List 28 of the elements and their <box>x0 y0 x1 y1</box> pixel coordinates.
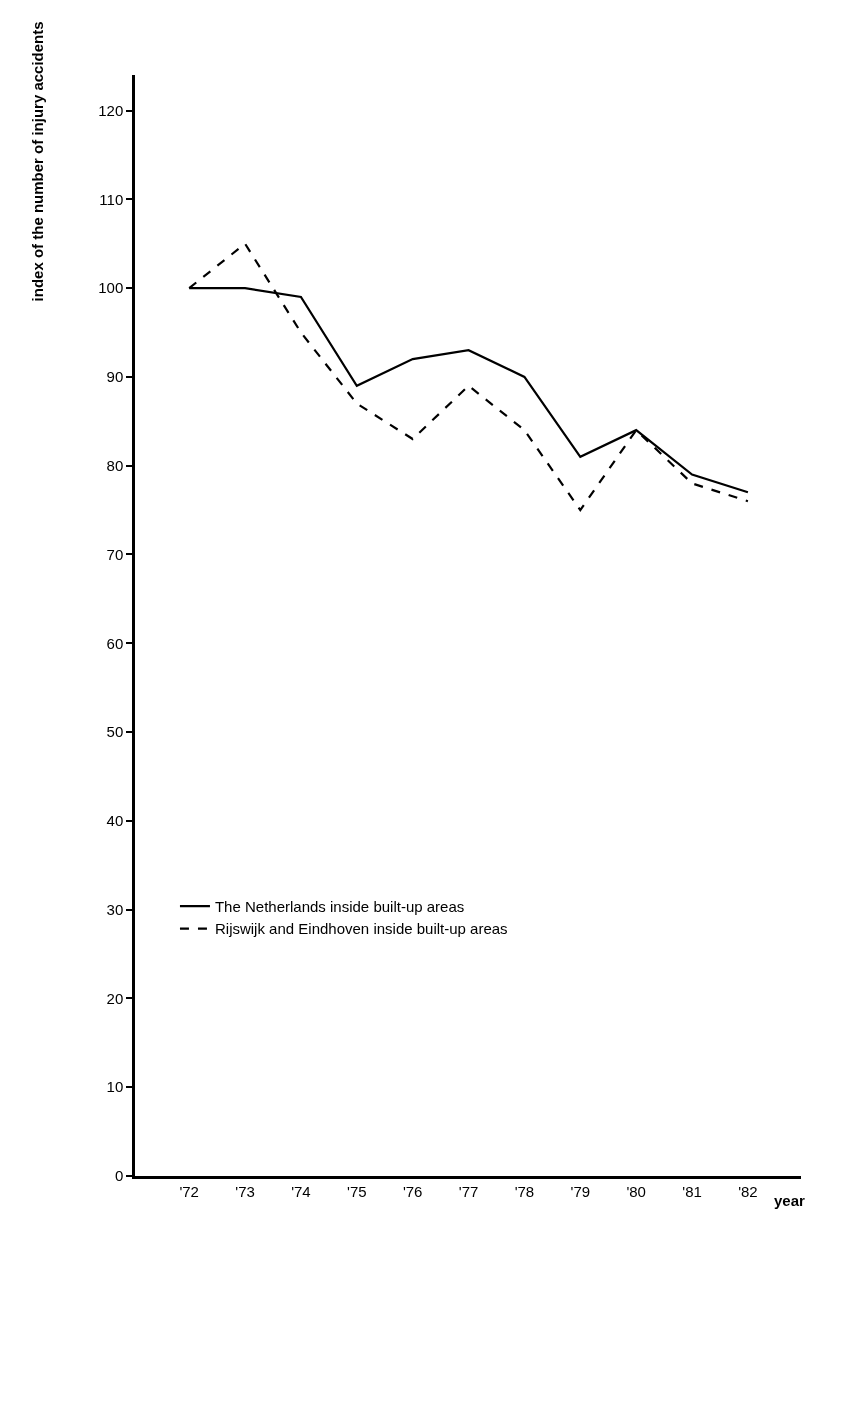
y-tick-label: 20 <box>106 989 124 1007</box>
x-tick-label: '72 <box>179 1182 199 1200</box>
y-tick-label: 60 <box>106 634 124 652</box>
x-tick-label: '80 <box>626 1182 646 1200</box>
y-tick-label: 110 <box>99 190 124 208</box>
y-tick-label: 10 <box>106 1078 124 1096</box>
x-tick-label: '76 <box>402 1182 423 1200</box>
y-tick-label: 40 <box>106 812 124 830</box>
legend-label: Rijswijk and Eindhoven inside built-up areas <box>214 920 508 938</box>
x-tick-label: '81 <box>682 1182 702 1200</box>
y-tick-label: 0 <box>114 1167 124 1185</box>
x-axis-title: year <box>774 1192 806 1209</box>
y-tick-label: 30 <box>106 900 124 918</box>
y-tick-label: 50 <box>106 723 124 741</box>
y-axis-title: index of the number of injury accidents <box>28 21 46 302</box>
x-tick-label: '79 <box>570 1182 591 1200</box>
y-tick-label: 120 <box>98 101 124 119</box>
x-tick-label: '77 <box>458 1182 479 1200</box>
x-tick-label: '75 <box>347 1182 367 1200</box>
y-tick-label: 70 <box>106 545 124 563</box>
legend-label: The Netherlands inside built-up areas <box>214 897 465 915</box>
y-tick-label: 100 <box>98 279 124 297</box>
x-tick-label: '73 <box>235 1182 255 1200</box>
x-tick-label: '74 <box>291 1182 311 1200</box>
x-tick-label: '82 <box>738 1182 758 1200</box>
x-tick-label: '78 <box>514 1182 535 1200</box>
y-tick-label: 90 <box>106 368 124 386</box>
y-tick-label: 80 <box>106 456 124 474</box>
